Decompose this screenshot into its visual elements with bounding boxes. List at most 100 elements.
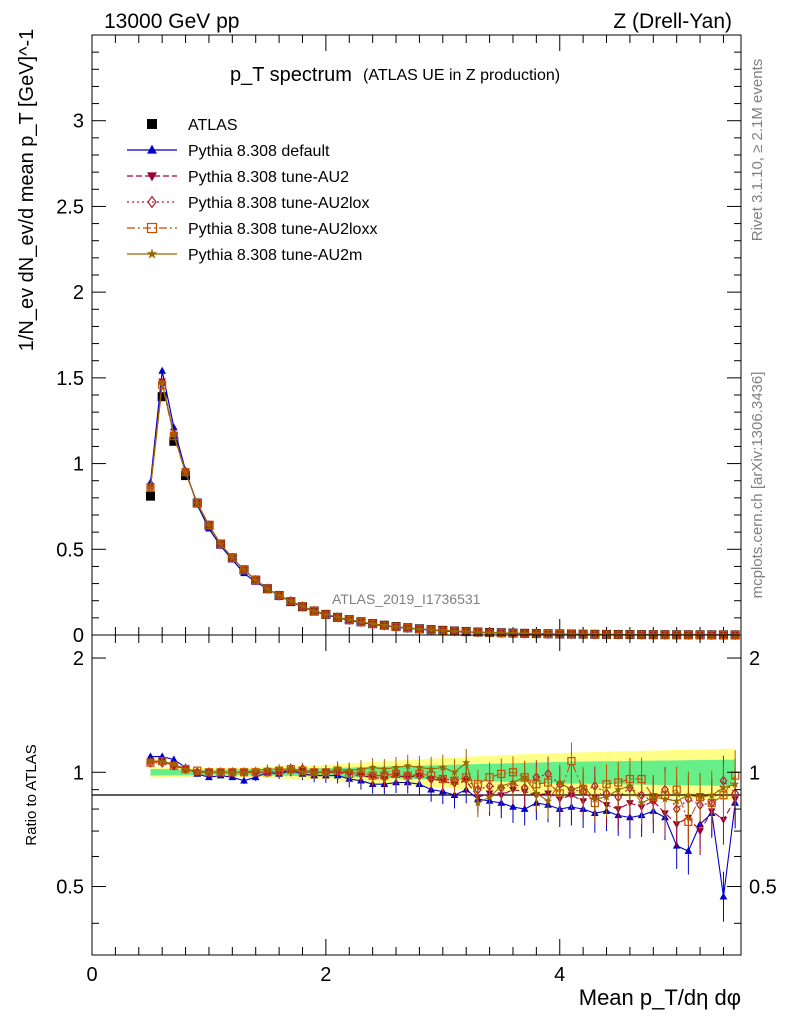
main-title: p_T spectrum xyxy=(230,64,352,86)
analysis-tag: ATLAS_2019_I1736531 xyxy=(332,591,481,607)
main-data-point xyxy=(321,610,330,618)
legend-marker xyxy=(147,195,157,209)
main-data-point xyxy=(145,491,155,501)
ratio-data-point xyxy=(614,785,623,794)
main-x-ticks xyxy=(91,35,724,635)
main-data-point xyxy=(251,575,260,584)
ratio-data-point xyxy=(625,781,635,790)
legend: ATLAS Pythia 8.308 default Pythia 8.308 tu… xyxy=(127,117,377,264)
main-data-point xyxy=(310,606,319,615)
main-data-point xyxy=(158,366,167,374)
ratio-data-point xyxy=(602,792,611,801)
ratio-data-point xyxy=(228,767,237,778)
ratio-y-axis-label: Ratio to ATLAS xyxy=(23,744,40,845)
main-data-point xyxy=(555,629,564,638)
ratio-y-tick-label: 0.5 xyxy=(56,877,84,899)
ratio-data-point xyxy=(391,763,401,771)
main-data-point xyxy=(731,630,740,639)
ratio-data-point xyxy=(310,767,319,776)
ratio-data-point xyxy=(637,798,646,807)
ratio-y-ticks: 0.5 1 2 0.5 1 2 xyxy=(56,648,777,924)
main-data-point xyxy=(146,482,155,493)
main-data-point xyxy=(274,591,284,600)
main-data-point xyxy=(286,596,295,605)
ratio-data-point xyxy=(473,780,482,789)
ratio-data-point xyxy=(415,763,424,771)
main-data-point xyxy=(169,436,179,446)
main-data-point xyxy=(625,630,635,639)
ratio-data-point xyxy=(520,772,529,781)
main-data-point xyxy=(637,629,646,640)
main-data-point xyxy=(321,609,330,620)
ratio-data-point xyxy=(240,767,248,778)
main-data-point xyxy=(660,630,670,639)
x-axis-label: Mean p_T/dη dφ xyxy=(579,985,741,1010)
ratio-y-tick-label-right: 2 xyxy=(749,648,760,670)
main-data-point xyxy=(368,619,377,628)
ratio-data-point xyxy=(403,761,412,770)
ratio-data-point xyxy=(567,757,576,766)
ratio-data-point xyxy=(649,792,658,801)
main-y-tick-label: 1.5 xyxy=(56,368,84,390)
main-data-point xyxy=(567,629,576,638)
main-y-tick-label: 2 xyxy=(73,282,84,304)
main-subtitle: (ATLAS UE in Z production) xyxy=(363,67,560,84)
ratio-y-tick-label: 1 xyxy=(73,762,84,784)
ratio-x-ticks: 0 2 4 xyxy=(86,635,724,986)
main-y-tick-label: 0 xyxy=(73,625,84,647)
rivet-label: Rivet 3.1.10, ≥ 2.1M events xyxy=(749,59,766,242)
main-data-point xyxy=(543,629,553,638)
ratio-data-point xyxy=(286,764,295,773)
ratio-data-point xyxy=(473,798,483,807)
main-data-point xyxy=(392,621,400,632)
main-data-point xyxy=(380,621,389,629)
main-data-point xyxy=(532,629,541,638)
main-data-point xyxy=(497,628,506,637)
main-y-tick-label: 2.5 xyxy=(56,196,84,218)
ratio-data-point xyxy=(356,764,366,773)
ratio-data-point xyxy=(590,794,599,803)
main-data-point xyxy=(731,629,740,641)
main-data-point xyxy=(462,627,471,636)
ratio-y-tick-label: 2 xyxy=(73,648,84,670)
main-data-point xyxy=(333,612,342,621)
ratio-data-point xyxy=(193,767,202,776)
x-tick-label: 2 xyxy=(320,964,331,986)
ratio-data-point xyxy=(684,846,693,854)
x-tick-label: 4 xyxy=(554,964,565,986)
ratio-data-point xyxy=(532,789,541,797)
ratio-data-point xyxy=(438,763,447,771)
legend-marker xyxy=(146,248,158,259)
ratio-y-tick-label-right: 1 xyxy=(749,762,760,784)
ratio-data-point xyxy=(193,766,202,775)
ratio-data-point xyxy=(672,796,681,805)
main-data-point xyxy=(193,498,202,507)
ratio-data-point xyxy=(719,783,728,792)
ratio-data-point xyxy=(579,781,588,790)
ratio-data-point xyxy=(216,767,225,776)
ratio-data-point xyxy=(485,773,494,782)
main-data-point xyxy=(567,628,576,640)
main-data-point xyxy=(684,630,693,639)
ratio-data-point xyxy=(228,767,237,776)
legend-label: Pythia 8.308 tune-AU2 xyxy=(188,169,349,186)
legend-label: Pythia 8.308 tune-AU2m xyxy=(188,247,362,264)
ratio-data-point xyxy=(169,759,178,768)
legend-label: Pythia 8.308 tune-AU2loxx xyxy=(188,221,377,238)
main-data-point xyxy=(403,622,412,634)
ratio-data-point xyxy=(543,796,553,805)
main-data-point xyxy=(357,616,365,628)
ratio-data-point xyxy=(719,816,728,824)
mcplots-label: mcplots.cern.ch [arXiv:1306.3436] xyxy=(749,372,766,599)
ratio-data-point xyxy=(719,892,728,900)
ratio-data-point xyxy=(707,790,716,799)
ratio-data-point xyxy=(368,763,377,771)
header-left: 13000 GeV pp xyxy=(104,10,239,33)
ratio-data-point xyxy=(298,767,307,776)
main-data-point xyxy=(158,378,167,387)
main-data-point xyxy=(345,615,354,624)
ratio-data-point xyxy=(508,778,518,786)
main-data-point xyxy=(508,628,518,637)
main-data-point xyxy=(181,467,190,476)
